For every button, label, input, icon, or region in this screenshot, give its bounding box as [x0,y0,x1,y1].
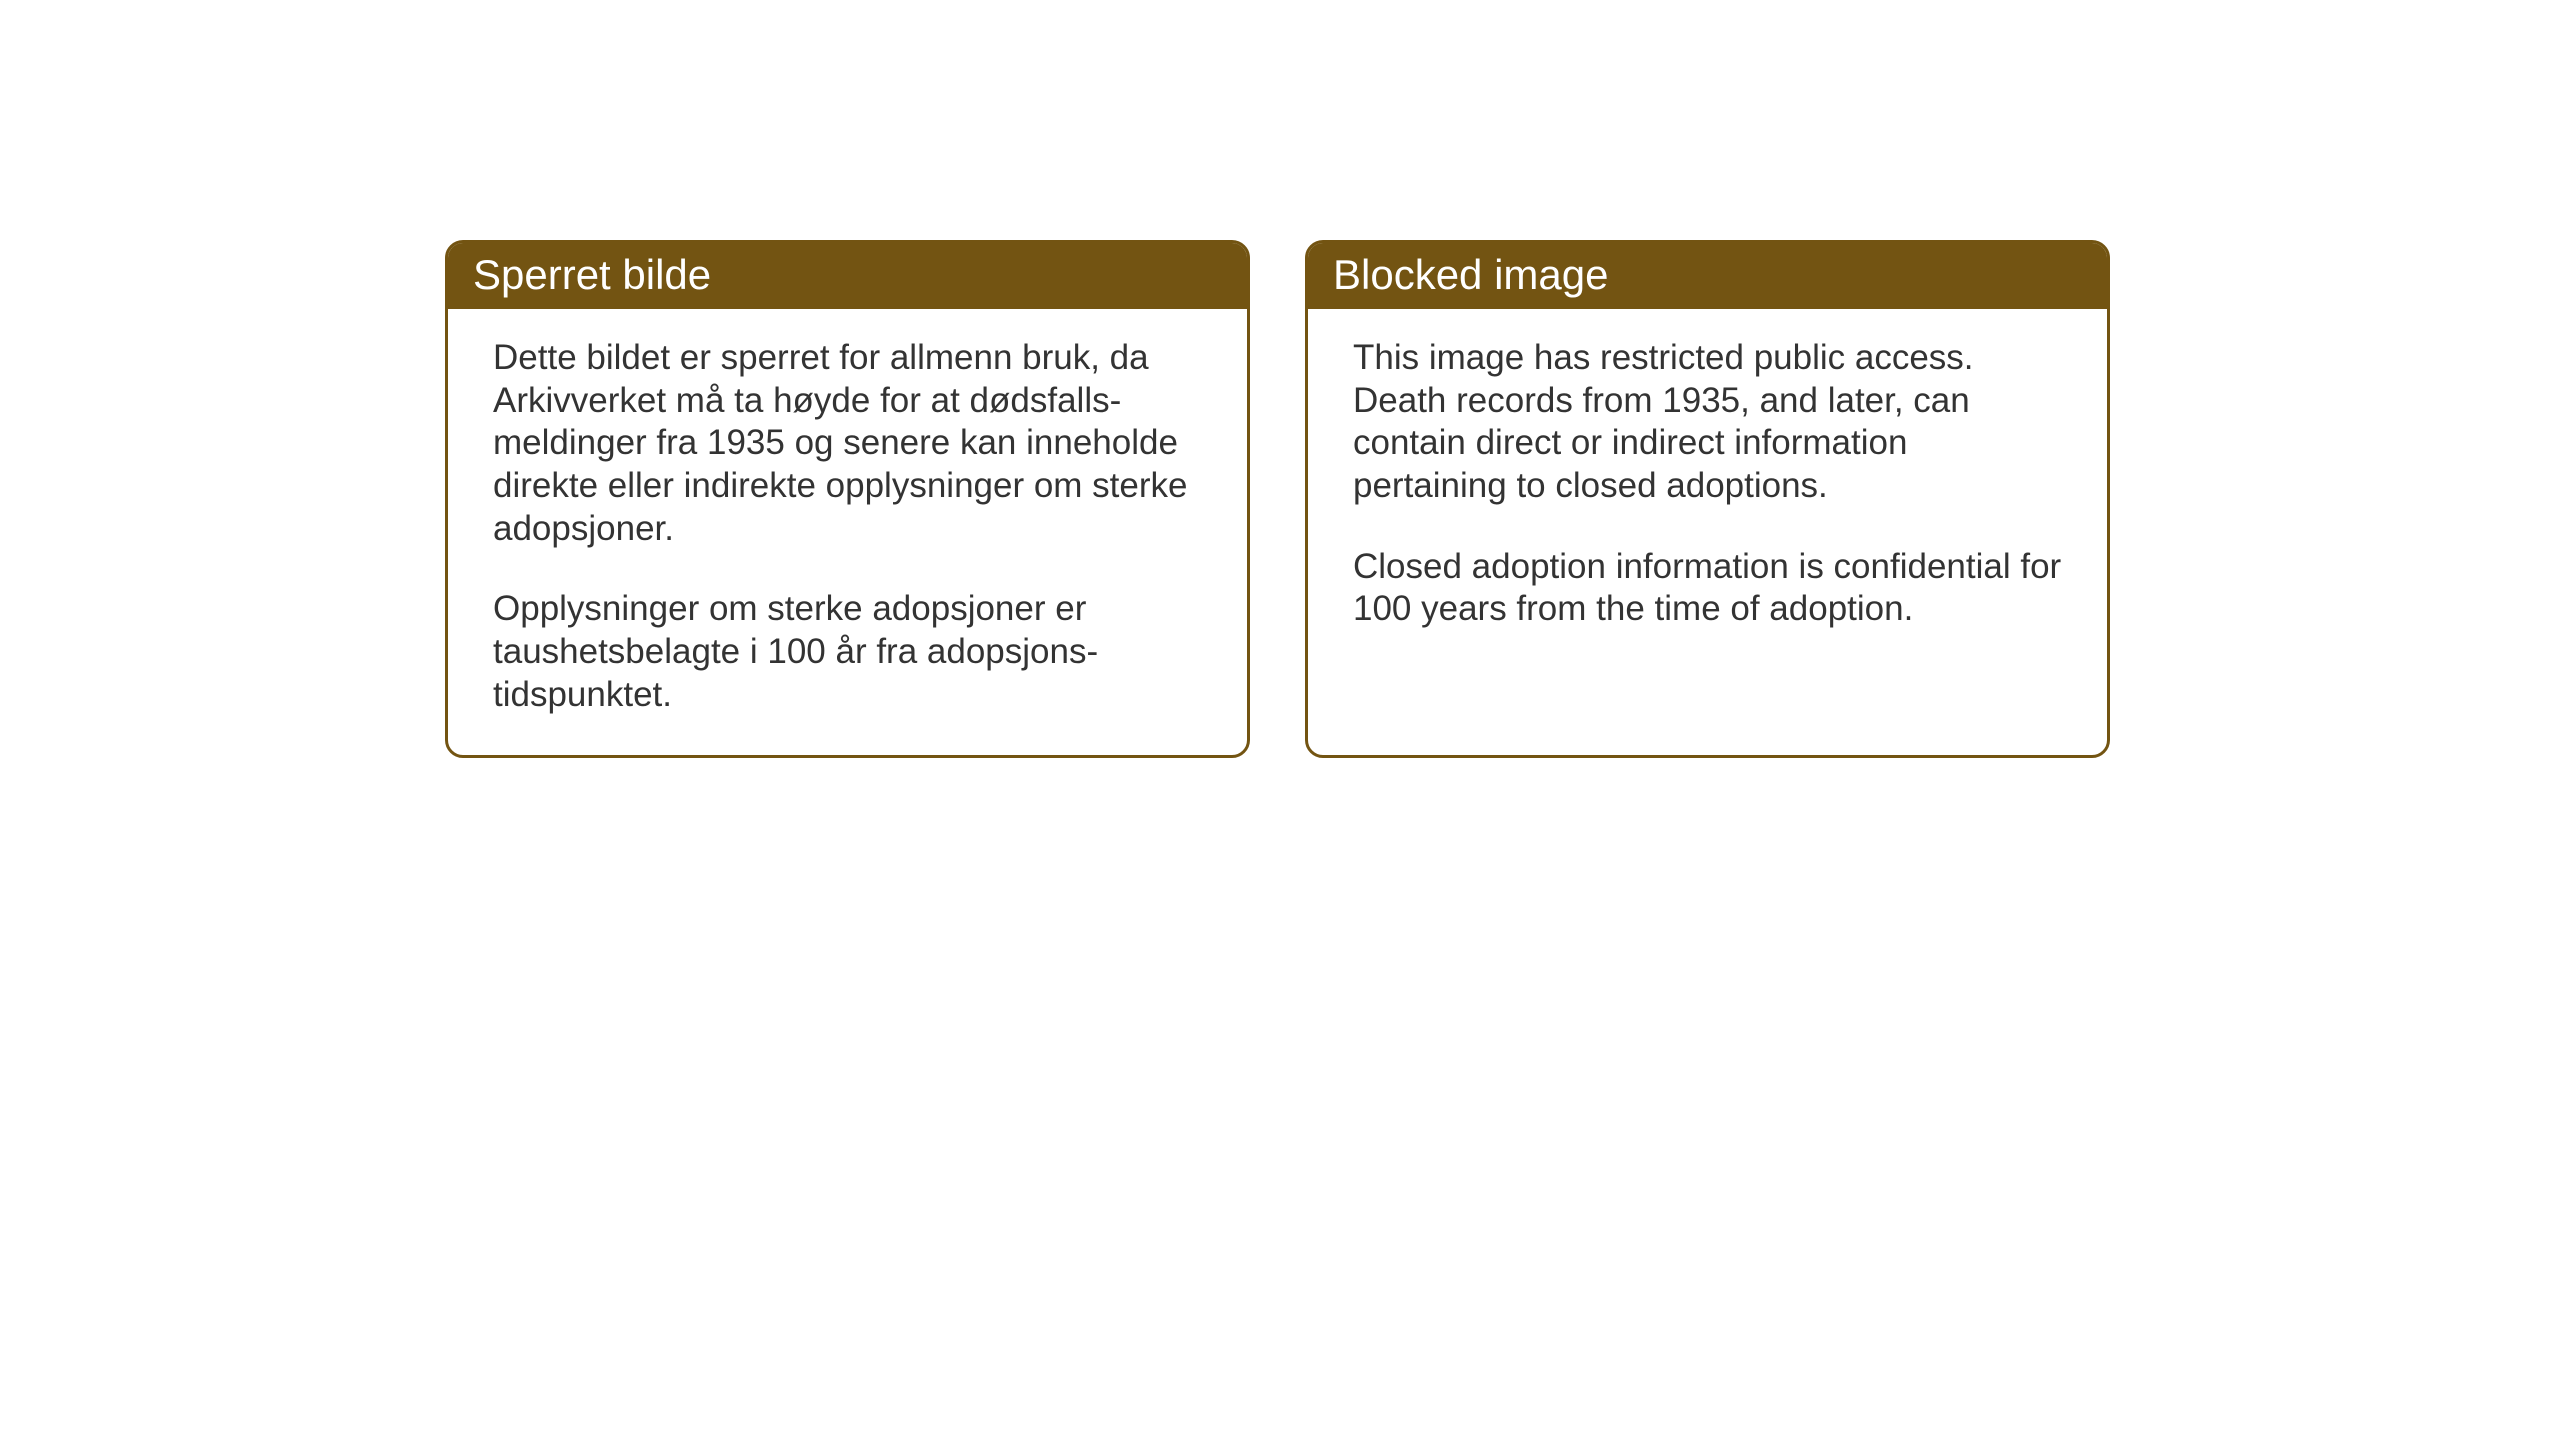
cards-container: Sperret bilde Dette bildet er sperret fo… [445,240,2110,758]
card-norwegian: Sperret bilde Dette bildet er sperret fo… [445,240,1250,758]
card-english-paragraph-1: This image has restricted public access.… [1353,337,2062,508]
card-english-header: Blocked image [1308,243,2107,309]
card-norwegian-body: Dette bildet er sperret for allmenn bruk… [448,309,1247,755]
card-english-body: This image has restricted public access.… [1308,309,2107,669]
card-norwegian-header: Sperret bilde [448,243,1247,309]
card-english-title: Blocked image [1333,251,1608,298]
card-norwegian-paragraph-1: Dette bildet er sperret for allmenn bruk… [493,337,1202,550]
card-english: Blocked image This image has restricted … [1305,240,2110,758]
card-norwegian-paragraph-2: Opplysninger om sterke adopsjoner er tau… [493,588,1202,716]
card-norwegian-title: Sperret bilde [473,251,711,298]
card-english-paragraph-2: Closed adoption information is confident… [1353,546,2062,631]
